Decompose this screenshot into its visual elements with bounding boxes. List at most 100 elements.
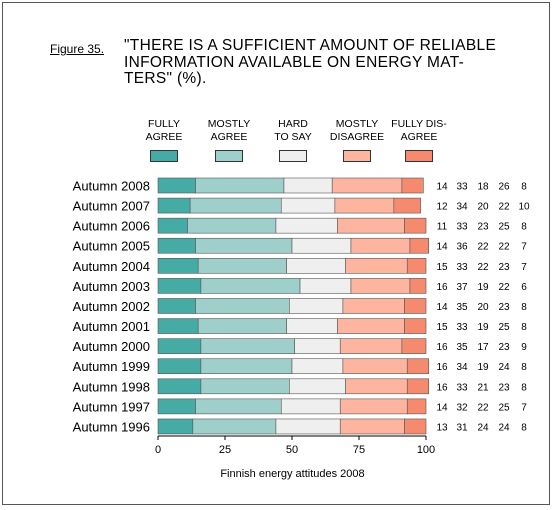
legend-swatch	[215, 150, 243, 162]
bar-segment	[195, 398, 282, 415]
data-label: 8	[521, 222, 527, 233]
data-label: 16	[436, 382, 448, 393]
bar-segment	[331, 177, 403, 194]
bar-segment	[294, 338, 341, 354]
data-label: 26	[498, 182, 510, 193]
bar-segment	[291, 358, 344, 375]
bar-segment	[157, 278, 202, 294]
category-label: Autumn 2002	[73, 299, 150, 314]
bar-segment	[157, 398, 196, 415]
data-label: 24	[498, 362, 510, 373]
data-label: 23	[498, 382, 510, 393]
bar-segment	[275, 418, 341, 435]
bar-segment	[280, 398, 341, 415]
bar-segment	[197, 318, 287, 334]
data-label: 21	[477, 382, 489, 393]
data-label: 22	[498, 242, 510, 253]
data-label: 24	[498, 422, 510, 433]
bar-segment	[401, 177, 424, 194]
data-label: 13	[436, 422, 448, 433]
bar-segment	[404, 298, 427, 314]
data-label: 35	[456, 342, 468, 353]
data-label: 35	[456, 302, 468, 313]
bar-segment	[406, 358, 429, 375]
data-label: 7	[521, 242, 527, 253]
data-label: 23	[498, 262, 510, 273]
bar-segment	[197, 258, 287, 274]
data-label: 32	[456, 402, 468, 413]
data-label: 14	[436, 242, 448, 253]
bar-segment	[404, 418, 427, 435]
bar-segment	[337, 217, 405, 234]
bar-segment	[283, 177, 333, 194]
x-tick-label: 75	[353, 444, 365, 456]
bar-segment	[345, 378, 408, 395]
data-label: 20	[477, 202, 489, 213]
bar-segment	[286, 318, 338, 334]
chart-title: "THERE IS A SUFFICIENT AMOUNT OF RELIABL…	[124, 37, 497, 87]
data-label: 19	[477, 362, 489, 373]
bar-segment	[200, 358, 293, 375]
category-label: Autumn 2004	[73, 259, 150, 274]
data-label: 33	[456, 182, 468, 193]
category-label: Autumn 1996	[73, 419, 150, 434]
data-label: 8	[521, 362, 527, 373]
legend-swatch	[150, 150, 178, 162]
data-label: 37	[456, 282, 468, 293]
bar-segment	[187, 217, 277, 234]
bar-segment	[345, 258, 408, 274]
data-label: 15	[436, 262, 448, 273]
data-label: 16	[436, 362, 448, 373]
bar-segment	[406, 378, 429, 395]
bar-segment	[195, 237, 293, 254]
bar-segment	[195, 177, 285, 194]
bar-segment	[192, 418, 277, 435]
data-label: 9	[521, 342, 527, 353]
data-label: 34	[456, 362, 468, 373]
bar-segment	[339, 338, 403, 354]
data-label: 22	[498, 282, 510, 293]
bar-segment	[200, 378, 290, 395]
data-label: 31	[456, 422, 468, 433]
bar-segment	[157, 338, 202, 354]
category-label: Autumn 2005	[73, 239, 150, 254]
x-tick-label: 0	[155, 444, 161, 456]
bar-segment	[157, 197, 191, 214]
data-label: 34	[456, 202, 468, 213]
legend-item: MOSTLY DISAGREE	[325, 118, 389, 162]
x-tick-label: 100	[417, 444, 435, 456]
bar-segment	[280, 197, 336, 214]
data-label: 14	[436, 402, 448, 413]
legend-item: MOSTLY AGREE	[197, 118, 261, 162]
bar-segment	[339, 418, 405, 435]
bar-segment	[157, 378, 202, 395]
bar-segment	[157, 237, 196, 254]
data-label: 8	[521, 422, 527, 433]
legend-item: FULLY AGREE	[132, 118, 196, 162]
data-label: 25	[498, 322, 510, 333]
data-label: 10	[518, 202, 530, 213]
bar-segment	[406, 258, 427, 274]
category-label: Autumn 2006	[73, 219, 150, 234]
figure-frame	[2, 2, 550, 505]
bar-segment	[406, 398, 427, 415]
data-label: 8	[521, 182, 527, 193]
data-label: 7	[521, 402, 527, 413]
category-label: Autumn 2008	[73, 179, 150, 194]
bar-segment	[334, 197, 395, 214]
bar-segment	[291, 237, 352, 254]
data-label: 18	[477, 182, 489, 193]
legend-label: HARD TO SAY	[274, 118, 312, 143]
bar-segment	[289, 378, 346, 395]
bar-segment	[157, 298, 196, 314]
bar-segment	[289, 298, 344, 314]
data-label: 7	[521, 262, 527, 273]
bar-segment	[404, 318, 427, 334]
bar-segment	[404, 217, 427, 234]
data-label: 11	[437, 222, 448, 233]
category-label: Autumn 2003	[73, 279, 150, 294]
bar-segment	[157, 418, 194, 435]
legend-swatch	[279, 150, 307, 162]
bar-segment	[401, 338, 427, 354]
data-label: 8	[521, 322, 527, 333]
